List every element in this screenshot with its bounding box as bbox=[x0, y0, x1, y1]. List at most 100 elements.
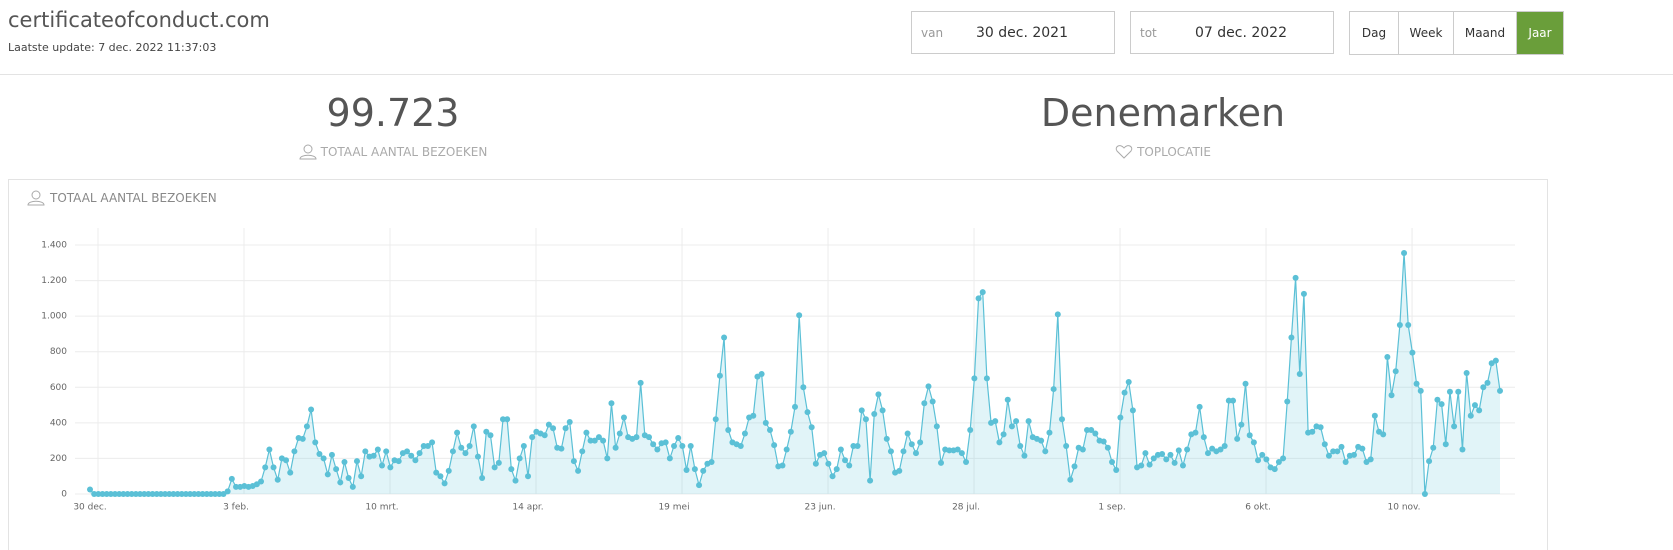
point bbox=[587, 437, 594, 444]
x-tick-label: 14 apr. bbox=[512, 503, 543, 513]
point bbox=[917, 439, 924, 446]
point bbox=[871, 410, 878, 417]
point bbox=[683, 466, 690, 473]
point bbox=[1117, 414, 1124, 421]
point bbox=[287, 469, 294, 476]
point bbox=[1284, 398, 1291, 405]
point bbox=[963, 458, 970, 465]
point bbox=[541, 432, 548, 439]
point bbox=[116, 491, 123, 497]
point bbox=[1367, 456, 1374, 463]
point bbox=[946, 447, 953, 454]
stat-caption: TOTAAL AANTAL BEZOEKEN bbox=[143, 144, 643, 160]
point bbox=[825, 460, 832, 467]
point bbox=[345, 474, 352, 481]
point bbox=[258, 478, 265, 485]
point bbox=[912, 450, 919, 457]
point bbox=[679, 442, 686, 449]
point bbox=[1159, 450, 1166, 457]
date-from[interactable]: van 30 dec. 2021 bbox=[911, 11, 1115, 54]
point bbox=[157, 491, 164, 497]
x-tick-label: 23 jun. bbox=[804, 503, 835, 513]
point bbox=[691, 466, 698, 473]
point bbox=[233, 483, 240, 490]
point bbox=[575, 467, 582, 474]
point bbox=[1300, 290, 1307, 297]
point bbox=[741, 430, 748, 437]
period-button[interactable]: Jaar bbox=[1516, 12, 1563, 54]
point bbox=[1234, 435, 1241, 442]
point bbox=[971, 375, 978, 382]
point bbox=[1388, 392, 1395, 399]
chart-panel bbox=[8, 179, 1548, 550]
date-from-value: 30 dec. 2021 bbox=[976, 25, 1068, 41]
point bbox=[353, 458, 360, 465]
point bbox=[620, 414, 627, 421]
point bbox=[483, 428, 490, 435]
point bbox=[1492, 357, 1499, 364]
point bbox=[499, 416, 506, 423]
divider bbox=[0, 74, 1673, 75]
point bbox=[708, 458, 715, 465]
point bbox=[1142, 450, 1149, 457]
point bbox=[337, 479, 344, 486]
stat-value: Denemarken bbox=[1040, 91, 1286, 135]
point bbox=[1021, 452, 1028, 459]
period-button[interactable]: Dag bbox=[1361, 26, 1387, 40]
area bbox=[90, 253, 1500, 494]
point bbox=[303, 423, 310, 430]
point bbox=[1071, 463, 1078, 470]
point bbox=[967, 426, 974, 433]
point bbox=[550, 425, 557, 432]
point bbox=[829, 473, 836, 480]
point bbox=[570, 458, 577, 465]
date-from-label: van bbox=[921, 26, 944, 40]
point bbox=[1480, 384, 1487, 391]
point bbox=[600, 437, 607, 444]
point bbox=[875, 391, 882, 398]
point bbox=[1042, 448, 1049, 455]
point bbox=[837, 446, 844, 453]
stat-value: 99.723 bbox=[326, 91, 460, 135]
point bbox=[1255, 457, 1262, 464]
period-button[interactable]: Week bbox=[1398, 12, 1453, 54]
y-tick-label: 800 bbox=[50, 347, 67, 357]
point bbox=[112, 491, 119, 497]
point bbox=[529, 434, 536, 441]
point bbox=[666, 455, 673, 462]
point bbox=[1038, 437, 1045, 444]
point bbox=[762, 419, 769, 426]
point bbox=[270, 464, 277, 471]
date-to[interactable]: tot 07 dec. 2022 bbox=[1130, 11, 1334, 54]
y-tick-label: 400 bbox=[50, 418, 67, 428]
point bbox=[591, 437, 598, 444]
point bbox=[821, 450, 828, 457]
point bbox=[224, 488, 231, 495]
period-button[interactable]: Maand bbox=[1453, 12, 1516, 54]
point bbox=[766, 426, 773, 433]
point bbox=[1242, 380, 1249, 387]
point bbox=[433, 469, 440, 476]
point bbox=[1446, 388, 1453, 395]
point bbox=[1434, 396, 1441, 403]
point bbox=[1000, 431, 1007, 438]
x-tick-label: 30 dec. bbox=[73, 503, 106, 513]
point bbox=[1121, 389, 1128, 396]
point bbox=[1442, 441, 1449, 448]
point bbox=[1246, 432, 1253, 439]
point bbox=[787, 428, 794, 435]
point bbox=[604, 455, 611, 462]
point bbox=[671, 442, 678, 449]
point bbox=[137, 491, 144, 497]
point bbox=[1217, 446, 1224, 453]
point bbox=[1092, 430, 1099, 437]
point bbox=[1084, 426, 1091, 433]
point bbox=[896, 467, 903, 474]
point bbox=[1392, 368, 1399, 375]
point bbox=[1163, 456, 1170, 463]
point bbox=[395, 458, 402, 465]
stat-location: Denemarken TOPLOCATIE bbox=[913, 88, 1413, 160]
point bbox=[504, 416, 511, 423]
point bbox=[1359, 445, 1366, 452]
point bbox=[1179, 462, 1186, 469]
